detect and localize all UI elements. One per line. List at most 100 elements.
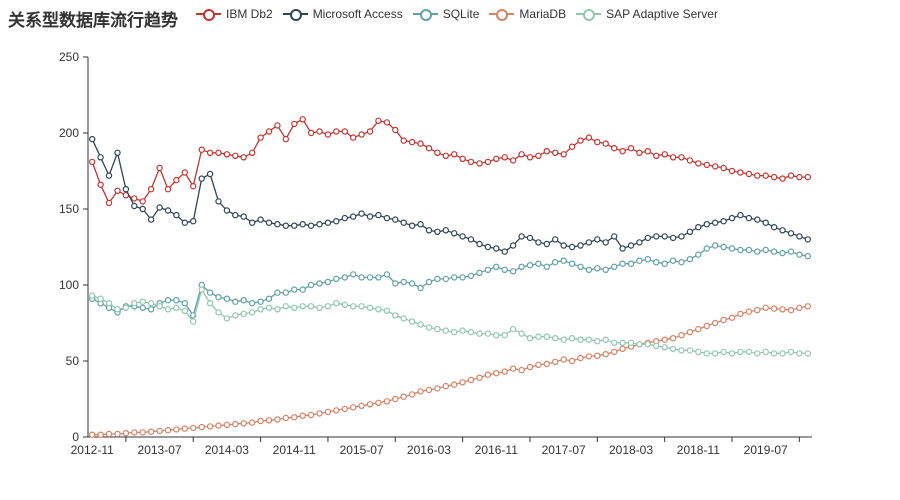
- data-point-marker: [164, 297, 172, 304]
- data-point-marker: [383, 398, 391, 405]
- data-point-marker: [762, 172, 769, 179]
- series-microsoft-access: [88, 135, 812, 255]
- data-point-marker: [341, 405, 348, 413]
- data-point-marker: [543, 263, 551, 270]
- line-circle-legend-icon: [576, 8, 602, 21]
- data-point-marker: [619, 245, 626, 252]
- x-axis-tick-label: 2016-11: [475, 443, 518, 457]
- data-point-marker: [787, 306, 795, 314]
- data-point-marker: [198, 175, 205, 182]
- line-circle-legend-icon: [412, 8, 438, 21]
- data-point-marker: [451, 230, 458, 237]
- data-point-marker: [627, 144, 635, 152]
- data-point-marker: [493, 263, 500, 270]
- data-point-marker: [392, 280, 399, 287]
- legend-item-sap-adaptive-server[interactable]: SAP Adaptive Server: [576, 7, 718, 21]
- data-point-marker: [341, 301, 348, 308]
- data-point-marker: [661, 344, 668, 351]
- data-point-marker: [358, 210, 365, 217]
- data-point-marker: [248, 149, 256, 156]
- data-point-marker: [695, 325, 702, 333]
- data-point-marker: [105, 199, 113, 207]
- data-point-marker: [737, 211, 744, 219]
- data-point-marker: [232, 211, 239, 219]
- data-point-marker: [543, 147, 551, 155]
- data-point-marker: [678, 154, 685, 161]
- data-point-marker: [408, 138, 416, 146]
- data-point-marker: [324, 131, 332, 138]
- data-point-marker: [189, 318, 197, 325]
- data-point-marker: [686, 256, 694, 263]
- data-point-marker: [754, 350, 761, 357]
- data-point-marker: [509, 157, 517, 164]
- legend-item-microsoft-access[interactable]: Microsoft Access: [282, 7, 403, 21]
- data-point-marker: [535, 333, 542, 340]
- data-point-marker: [299, 116, 306, 123]
- data-point-marker: [611, 263, 618, 270]
- data-point-marker: [728, 245, 736, 252]
- data-point-marker: [602, 266, 609, 273]
- legend-item-mariadb[interactable]: MariaDB: [489, 7, 566, 21]
- data-point-marker: [577, 263, 584, 270]
- data-point-marker: [282, 135, 289, 143]
- data-point-marker: [291, 222, 298, 229]
- data-point-marker: [754, 172, 761, 179]
- data-point-marker: [324, 278, 332, 286]
- data-point-marker: [223, 151, 231, 158]
- data-point-marker: [223, 207, 231, 214]
- data-point-marker: [307, 303, 315, 310]
- data-point-marker: [88, 158, 96, 166]
- data-point-marker: [661, 233, 668, 240]
- legend-item-sqlite[interactable]: SQLite: [412, 7, 479, 21]
- legend-item-ibm-db2[interactable]: IBM Db2: [196, 7, 273, 21]
- data-point-marker: [703, 350, 711, 357]
- data-point-marker: [400, 393, 407, 400]
- data-point-marker: [181, 425, 188, 432]
- data-point-marker: [240, 154, 247, 161]
- data-point-marker: [442, 382, 449, 390]
- data-point-marker: [248, 419, 256, 426]
- data-point-marker: [661, 151, 668, 158]
- data-point-marker: [770, 248, 778, 255]
- data-point-marker: [720, 316, 727, 324]
- data-point-marker: [467, 236, 475, 243]
- data-point-marker: [602, 239, 609, 246]
- line-circle-legend-icon: [489, 8, 515, 21]
- data-point-marker: [248, 309, 256, 316]
- data-point-marker: [594, 138, 601, 146]
- data-point-marker: [164, 207, 172, 214]
- data-point-marker: [737, 348, 744, 356]
- data-point-marker: [568, 357, 576, 365]
- data-point-marker: [215, 422, 222, 429]
- data-point-marker: [509, 242, 517, 249]
- data-point-marker: [526, 234, 534, 242]
- data-point-marker: [350, 213, 357, 220]
- data-point-marker: [350, 134, 357, 141]
- data-point-marker: [467, 158, 475, 166]
- x-axis-tick-label: 2014-11: [273, 443, 316, 457]
- data-point-marker: [653, 233, 660, 240]
- data-point-marker: [636, 341, 643, 348]
- data-point-marker: [585, 134, 593, 141]
- data-point-marker: [804, 252, 812, 260]
- x-axis-tick-label: 2014-03: [205, 443, 249, 457]
- data-point-marker: [518, 330, 525, 337]
- data-point-marker: [678, 332, 685, 339]
- data-point-marker: [206, 289, 214, 296]
- data-point-marker: [434, 228, 441, 235]
- series-mariadb: [88, 303, 812, 438]
- data-point-marker: [712, 219, 719, 226]
- data-point-marker: [442, 227, 449, 234]
- data-point-marker: [299, 412, 306, 419]
- data-point-marker: [476, 374, 483, 381]
- data-point-marker: [434, 275, 441, 283]
- series-sqlite: [88, 242, 812, 319]
- data-point-marker: [333, 128, 340, 135]
- data-point-marker: [745, 170, 753, 178]
- x-axis-tick-label: 2013-07: [138, 443, 182, 457]
- data-point-marker: [636, 149, 643, 156]
- data-point-marker: [695, 160, 702, 167]
- data-point-marker: [215, 198, 222, 205]
- data-point-marker: [669, 335, 677, 342]
